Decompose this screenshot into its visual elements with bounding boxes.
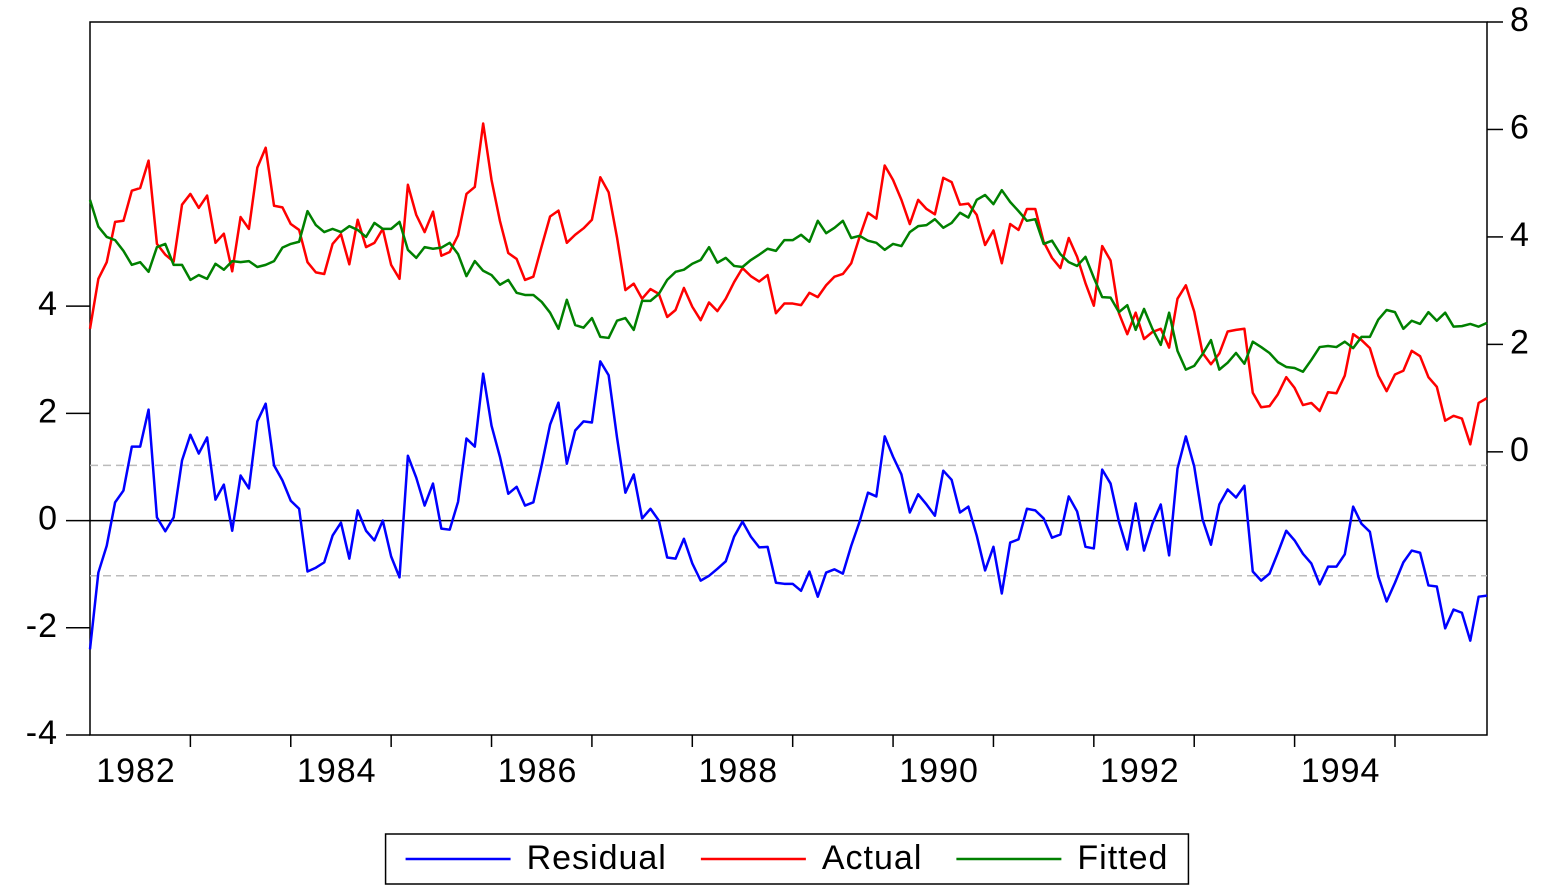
y-tick-label: 4: [38, 285, 58, 323]
y2-tick-label: 4: [1510, 216, 1530, 254]
x-tick-label: 1982: [96, 752, 176, 790]
series-line: [88, 188, 1488, 374]
x-tick-label: 1992: [1100, 752, 1180, 790]
legend: Residual Actual Fitted: [384, 833, 1190, 885]
legend-label: Residual: [527, 839, 667, 877]
x-tick-label: 1986: [498, 752, 578, 790]
x-tick-label: 1984: [297, 752, 377, 790]
y2-tick-label: 6: [1510, 108, 1530, 146]
x-tick-label: 1994: [1301, 752, 1381, 790]
y2-tick-label: 8: [1510, 1, 1530, 39]
series-line: [88, 360, 1488, 650]
legend-label: Actual: [822, 839, 923, 877]
y-tick-label: -2: [26, 607, 58, 645]
y-tick-label: 0: [38, 500, 58, 538]
x-tick-label: 1990: [899, 752, 979, 790]
series-line: [88, 122, 1488, 446]
y-tick-label: 2: [38, 392, 58, 430]
plot-frame: [89, 21, 1488, 736]
y-tick-label: -4: [26, 714, 58, 752]
x-tick-label: 1988: [698, 752, 778, 790]
legend-label: Fitted: [1077, 839, 1168, 877]
y2-tick-label: 2: [1510, 323, 1530, 361]
y2-tick-label: 0: [1510, 431, 1530, 469]
